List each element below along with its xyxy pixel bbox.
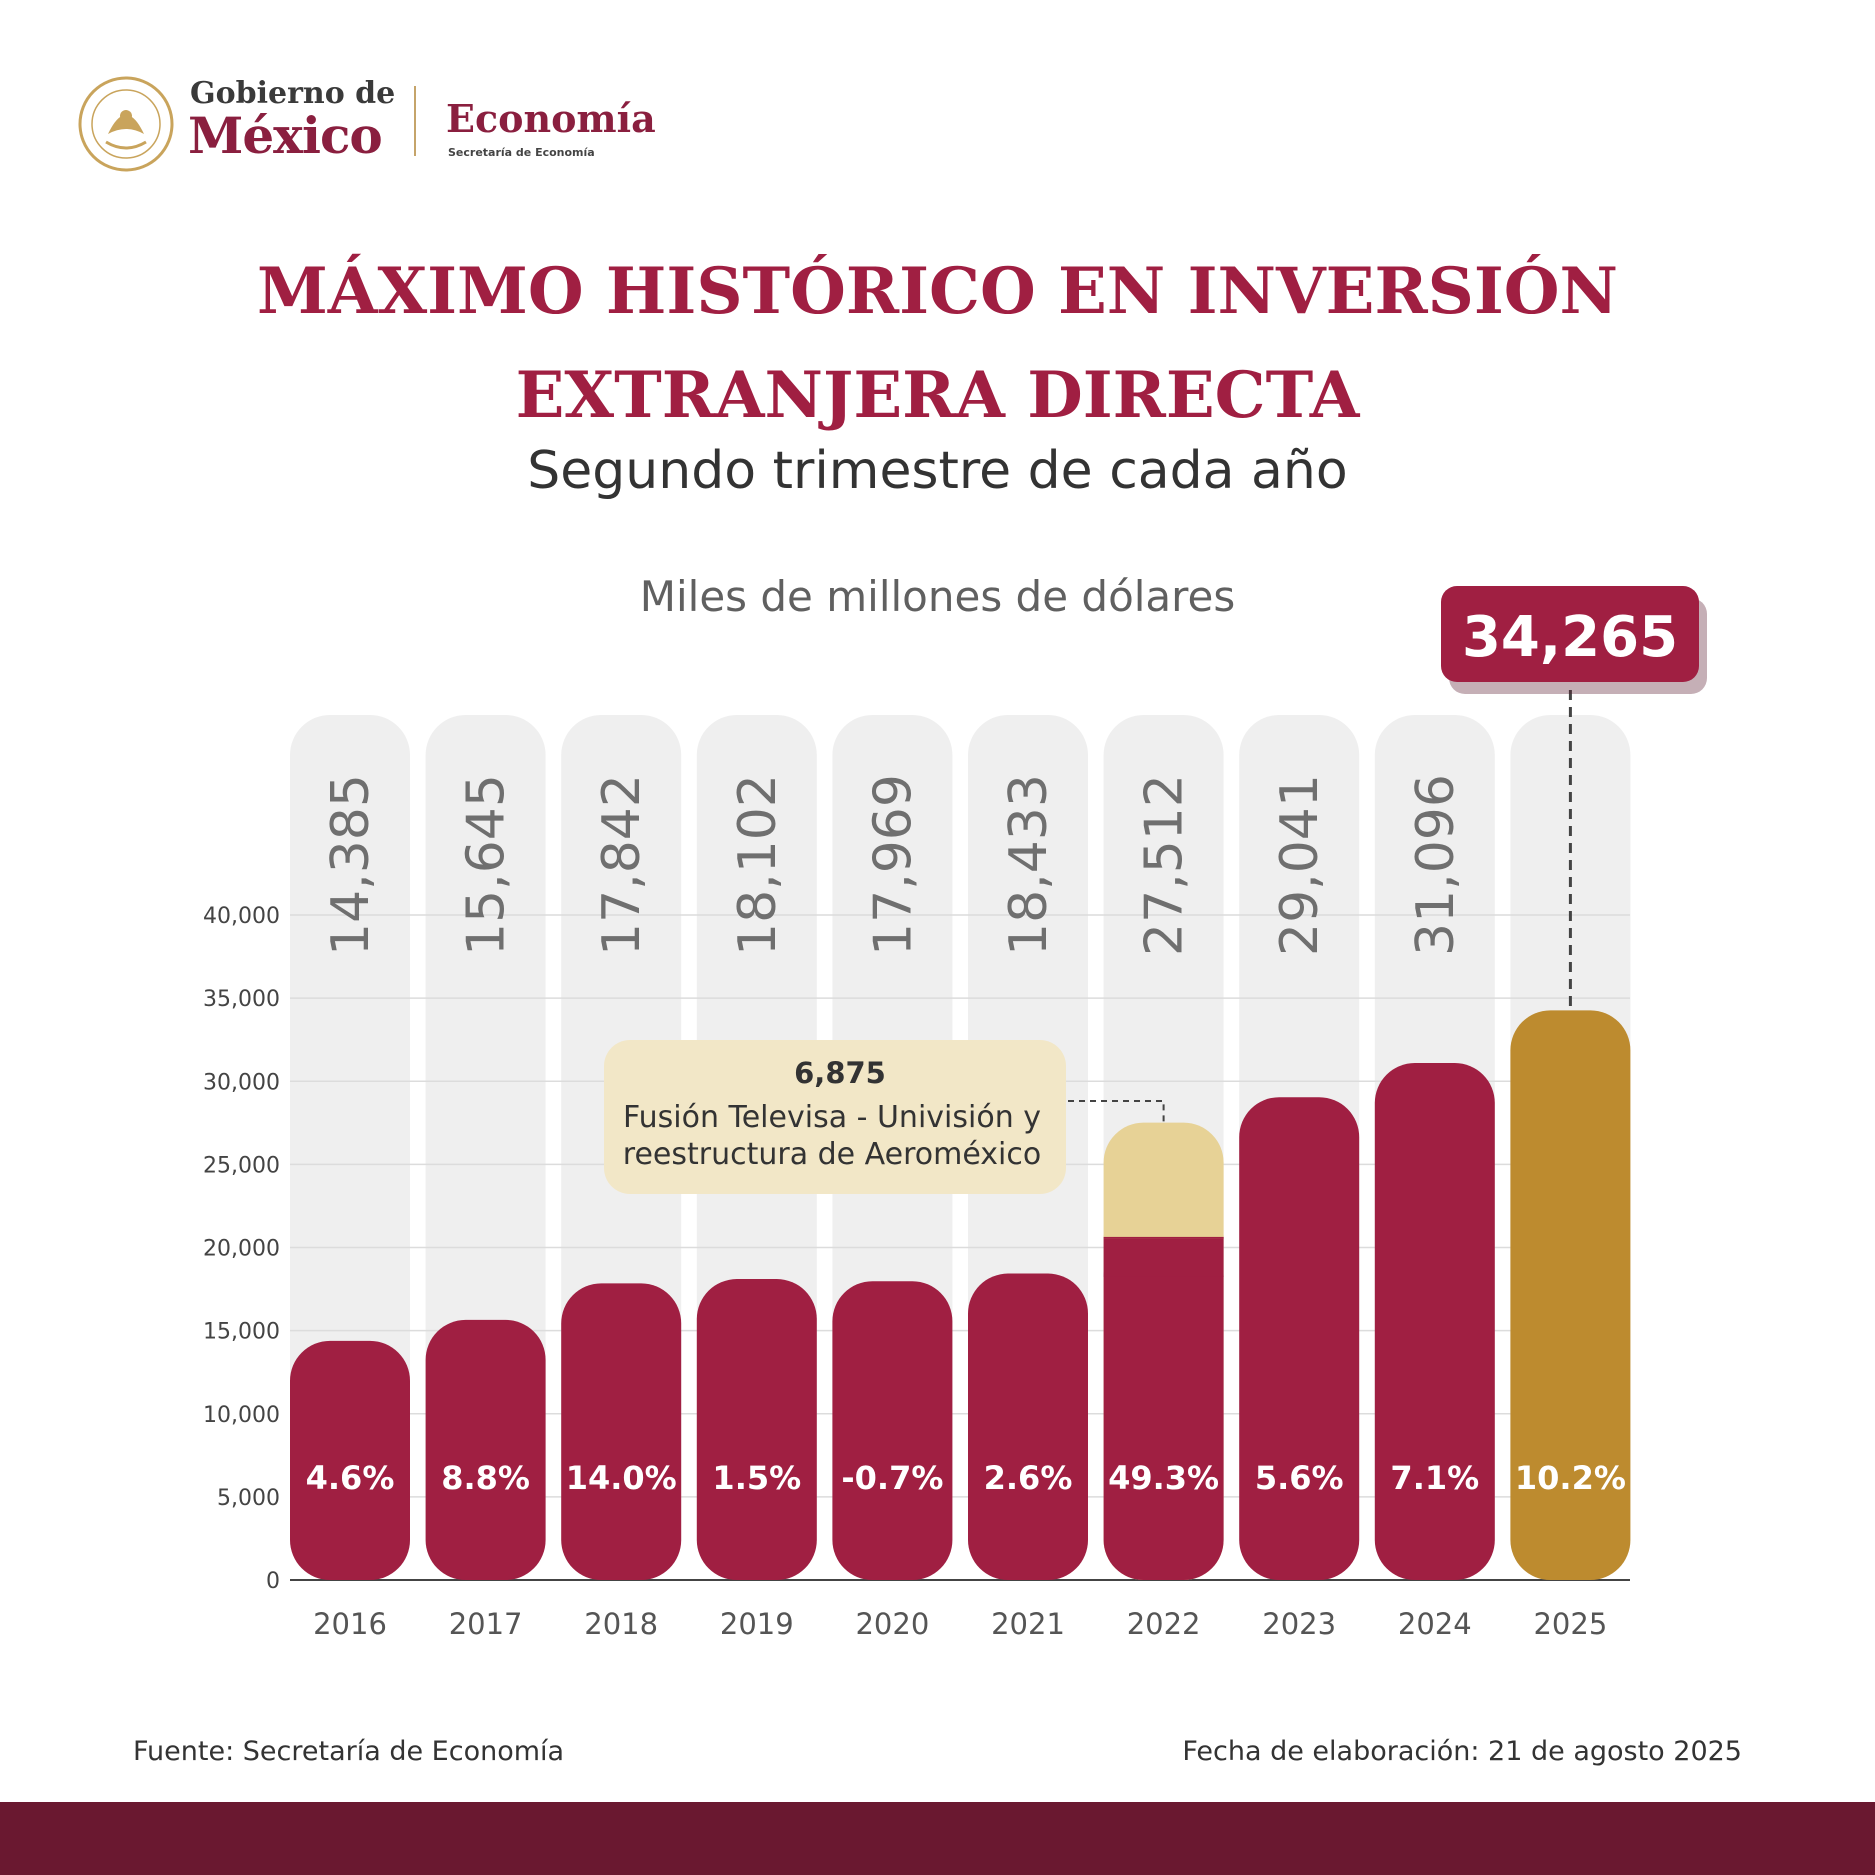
y-tick-label: 25,000 xyxy=(203,1153,280,1178)
x-tick-label-2019: 2019 xyxy=(720,1607,794,1641)
annotation-value: 6,875 xyxy=(794,1056,886,1090)
y-tick-label: 20,000 xyxy=(203,1237,280,1262)
growth-label-2018: 14.0% xyxy=(566,1459,677,1497)
header-logos: Gobierno de México Economía Secretaría d… xyxy=(78,72,698,172)
growth-label-2019: 1.5% xyxy=(712,1459,801,1497)
value-label-2017: 15,645 xyxy=(457,774,517,956)
growth-label-2020: -0.7% xyxy=(841,1459,943,1497)
x-tick-label-2022: 2022 xyxy=(1127,1607,1201,1641)
growth-label-2016: 4.6% xyxy=(306,1459,395,1497)
value-label-2021: 18,433 xyxy=(999,774,1059,956)
date-note: Fecha de elaboración: 21 de agosto 2025 xyxy=(1182,1736,1742,1767)
annotation-note-line-1: Fusión Televisa - Univisión y xyxy=(623,1100,1041,1135)
annotation-note-line-2: reestructura de Aeroméxico xyxy=(623,1137,1041,1172)
bar-2018 xyxy=(561,1283,682,1580)
x-tick-label-2024: 2024 xyxy=(1398,1607,1472,1641)
growth-label-2021: 2.6% xyxy=(984,1459,1073,1497)
bottom-bar xyxy=(0,1802,1875,1875)
y-tick-label: 10,000 xyxy=(203,1403,280,1428)
x-tick-label-2025: 2025 xyxy=(1533,1607,1607,1641)
growth-label-2023: 5.6% xyxy=(1255,1459,1344,1497)
callout-box xyxy=(1441,586,1699,682)
bar-2017 xyxy=(425,1319,546,1580)
y-tick-label: 35,000 xyxy=(203,987,280,1012)
value-label-2024: 31,096 xyxy=(1406,774,1466,956)
y-tick-label: 30,000 xyxy=(203,1070,280,1095)
value-label-2020: 17,969 xyxy=(863,774,923,956)
bar-2025 xyxy=(1510,1010,1631,1580)
source-note: Fuente: Secretaría de Economía xyxy=(133,1736,565,1767)
annotation-box xyxy=(604,1040,1066,1194)
national-seal-icon xyxy=(78,76,174,172)
x-tick-label-2020: 2020 xyxy=(855,1607,929,1641)
y-tick-label: 5,000 xyxy=(217,1486,280,1511)
value-label-2019: 18,102 xyxy=(728,774,788,956)
x-tick-label-2023: 2023 xyxy=(1262,1607,1336,1641)
value-label-2022: 27,512 xyxy=(1135,774,1195,956)
callout-value: 34,265 xyxy=(1462,605,1678,670)
bar-2019 xyxy=(696,1279,817,1580)
value-label-2016: 14,385 xyxy=(321,774,381,956)
bar-segment-edge xyxy=(1103,1236,1224,1277)
economia-sublabel: Secretaría de Economía xyxy=(448,146,595,159)
chart-subtitle: Segundo trimestre de cada año xyxy=(527,441,1348,501)
growth-label-2017: 8.8% xyxy=(441,1459,530,1497)
y-tick-label: 40,000 xyxy=(203,904,280,929)
bar-segment-line xyxy=(1103,1236,1224,1239)
bar-2021 xyxy=(968,1273,1088,1580)
y-tick-label: 0 xyxy=(266,1569,280,1594)
gobierno-label: Gobierno de xyxy=(190,76,396,111)
bar-2016 xyxy=(290,1340,410,1580)
mexico-label: México xyxy=(188,106,383,165)
value-label-2018: 17,842 xyxy=(592,774,652,956)
growth-label-2025: 10.2% xyxy=(1515,1459,1626,1497)
bar-2023 xyxy=(1239,1097,1360,1580)
x-tick-label-2018: 2018 xyxy=(584,1607,658,1641)
economia-label: Economía xyxy=(446,96,656,141)
chart-title-line-2: EXTRANJERA DIRECTA xyxy=(515,358,1360,433)
bar-2020 xyxy=(832,1281,953,1580)
x-tick-label-2017: 2017 xyxy=(449,1607,523,1641)
bar-chart: 0 5,000 10,000 15,000 20,000 25,000 30,000 35,0… xyxy=(203,586,1707,1641)
chart-title-line-1: MÁXIMO HISTÓRICO EN INVERSIÓN xyxy=(256,254,1619,329)
chart-unit-label: Miles de millones de dólares xyxy=(639,572,1236,621)
logo-divider xyxy=(414,86,416,156)
chart-title: MÁXIMO HISTÓRICO EN INVERSIÓN EXTRANJERA… xyxy=(0,240,1875,448)
growth-label-2024: 7.1% xyxy=(1390,1459,1479,1497)
bar-2022 xyxy=(1103,1236,1224,1580)
x-tick-label-2016: 2016 xyxy=(313,1607,387,1641)
y-tick-label: 15,000 xyxy=(203,1320,280,1345)
x-tick-label-2021: 2021 xyxy=(991,1607,1065,1641)
value-label-2023: 29,041 xyxy=(1270,774,1330,956)
bar-2024 xyxy=(1374,1063,1495,1580)
growth-label-2022: 49.3% xyxy=(1108,1459,1219,1497)
